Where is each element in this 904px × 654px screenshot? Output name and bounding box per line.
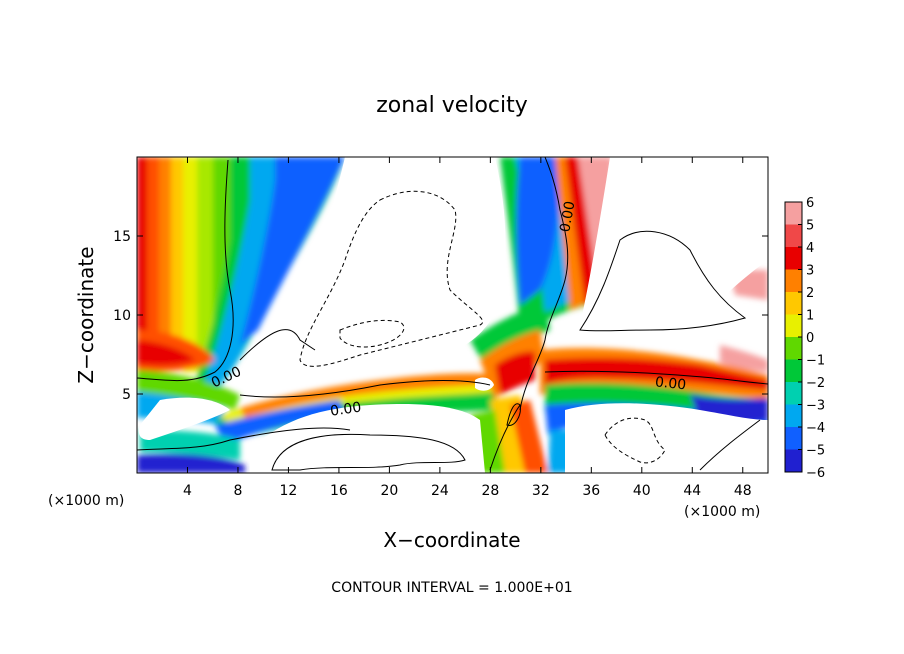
velocity-field: 0.00 0.00 0.00 0.00 <box>137 157 768 473</box>
colorbar-swatch <box>785 404 802 427</box>
x-tick-label: 4 <box>183 483 192 499</box>
colorbar-tick-label: 3 <box>806 264 814 279</box>
colorbar-tick-label: 0 <box>806 331 814 346</box>
x-tick-label: 48 <box>734 483 752 499</box>
x-tick-label: 24 <box>431 483 449 499</box>
x-tick-label: 16 <box>330 483 348 499</box>
x-tick-label: 20 <box>380 483 398 499</box>
colorbar-swatch <box>785 269 802 292</box>
colorbar-swatch <box>785 449 802 472</box>
colorbar-swatch <box>785 337 802 360</box>
colorbar-swatch <box>785 202 802 225</box>
colorbar-tick-label: 2 <box>806 286 814 301</box>
colorbar-swatch <box>785 224 802 247</box>
colorbar-swatch <box>785 359 802 382</box>
colorbar-swatch <box>785 382 802 405</box>
colorbar-tick-label: 6 <box>806 196 814 211</box>
colorbar-tick-label: 4 <box>806 241 814 256</box>
y-tick-label: 15 <box>113 229 131 245</box>
x-tick-label: 12 <box>280 483 298 499</box>
y-axis: 5 10 15 <box>113 229 768 403</box>
colorbar-tick-label: 5 <box>806 219 814 234</box>
x-tick-label: 32 <box>532 483 550 499</box>
colorbar-tick-label: −1 <box>806 354 825 369</box>
colorbar-tick-label: 1 <box>806 309 814 324</box>
colorbar-tick-label: −3 <box>806 399 825 414</box>
colorbar-tick-label: −6 <box>806 466 825 481</box>
y-unit-label: (×1000 m) <box>48 493 124 509</box>
colorbar-swatch <box>785 292 802 315</box>
y-tick-label: 5 <box>122 387 131 403</box>
y-tick-label: 10 <box>113 308 131 324</box>
x-unit-label: (×1000 m) <box>684 504 760 520</box>
contour-interval-note: CONTOUR INTERVAL = 1.000E+01 <box>331 580 572 596</box>
x-tick-label: 8 <box>233 483 242 499</box>
colorbar-swatch <box>785 314 802 337</box>
colorbar-tick-label: −4 <box>806 421 825 436</box>
x-axis-label: X−coordinate <box>383 528 520 552</box>
colorbar-swatch <box>785 247 802 270</box>
x-tick-label: 36 <box>582 483 600 499</box>
contour-label: 0.00 <box>557 200 578 233</box>
chart-title: zonal velocity <box>376 93 528 118</box>
colorbar-swatch <box>785 427 802 450</box>
colorbar-tick-label: −5 <box>806 444 825 459</box>
x-tick-label: 44 <box>683 483 701 499</box>
contour-label: 0.00 <box>329 400 362 420</box>
y-axis-label: Z−coordinate <box>74 246 98 383</box>
colorbar-tick-label: −2 <box>806 376 825 391</box>
x-axis: 4 8 12 16 20 24 28 32 36 40 44 48 <box>183 157 752 499</box>
colorbar: 6 5 4 3 2 1 0 −1 −2 −3 −4 −5 −6 <box>784 196 825 481</box>
contour-label: 0.00 <box>654 374 687 393</box>
x-tick-label: 28 <box>481 483 499 499</box>
x-tick-label: 40 <box>633 483 651 499</box>
